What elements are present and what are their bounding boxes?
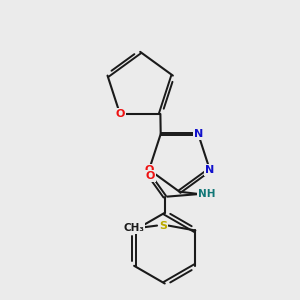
- Text: CH₃: CH₃: [124, 223, 145, 233]
- Text: O: O: [145, 171, 155, 181]
- Text: S: S: [159, 220, 167, 231]
- Text: O: O: [144, 165, 154, 175]
- Text: N: N: [194, 129, 203, 139]
- Text: O: O: [115, 109, 125, 119]
- Text: NH: NH: [198, 189, 215, 199]
- Text: N: N: [205, 165, 214, 175]
